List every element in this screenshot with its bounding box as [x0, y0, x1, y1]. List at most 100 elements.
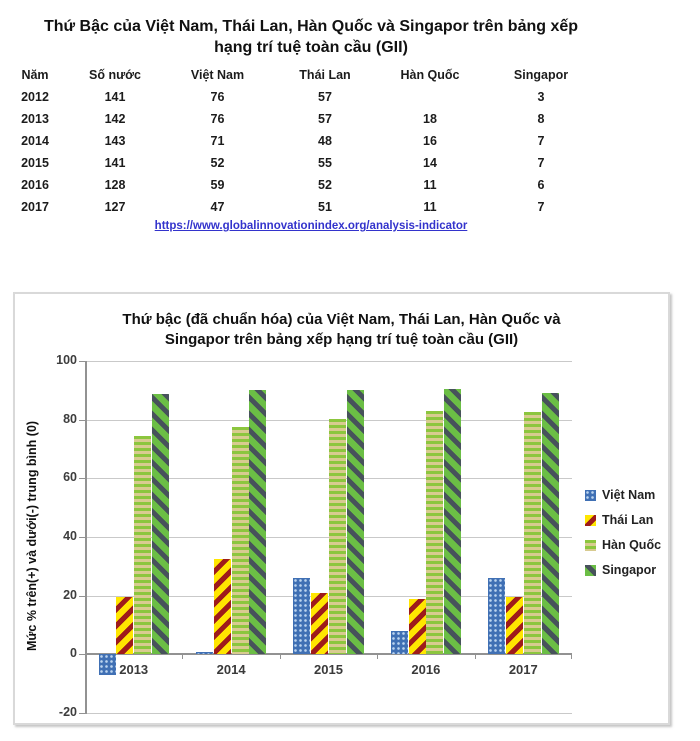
table-cell: 11 [423, 178, 437, 192]
table-cell: 47 [210, 200, 225, 214]
table-row: 2014 143 71 48 16 7 [0, 130, 622, 152]
table-cell: 2013 [21, 112, 49, 126]
x-tick-mark [571, 654, 572, 660]
gridline [85, 361, 572, 362]
table-cell: 2017 [21, 200, 49, 214]
table-header-cell: Năm [21, 68, 49, 82]
gii-table: Năm Số nước Việt Nam Thái Lan Hàn Quốc Singap… [0, 64, 622, 218]
gridline [85, 713, 572, 714]
x-tick-label: 2015 [314, 662, 343, 678]
table-cell: 7 [537, 134, 545, 148]
table-cell: 3 [537, 90, 545, 104]
table-cell: 71 [210, 134, 225, 148]
table-cell: 141 [104, 90, 126, 104]
x-tick-mark [182, 654, 184, 660]
table-row: 2015 141 52 55 14 7 [0, 152, 622, 174]
bar-singapor-2013 [151, 394, 169, 655]
bar-han-quoc-2017 [523, 411, 541, 655]
table-cell: 128 [104, 178, 126, 192]
legend-label: Singapor [602, 563, 657, 577]
document-title: Thứ Bậc của Việt Nam, Thái Lan, Hàn Quốc… [0, 16, 622, 58]
legend-label: Việt Nam [602, 488, 656, 502]
table-cell: 142 [104, 112, 126, 126]
table-cell: 16 [423, 134, 437, 148]
table-cell: 7 [537, 200, 545, 214]
y-tick-label: 60 [63, 470, 77, 485]
table-cell: 11 [423, 200, 437, 214]
document-title-line1: Thứ Bậc của Việt Nam, Thái Lan, Hàn Quốc… [43, 18, 579, 35]
y-tick-label: 100 [56, 353, 77, 367]
bar-viet-nam-2017 [488, 578, 506, 655]
table-row: 2012 141 76 57 3 [0, 86, 622, 108]
gridline [85, 478, 572, 480]
table-cell: 143 [104, 134, 126, 148]
table-row: 2017 127 47 51 11 7 [0, 196, 622, 218]
y-tick-mark [79, 419, 85, 421]
table-cell: 8 [537, 112, 545, 126]
table-header-cell: Số nước [89, 68, 141, 82]
legend-swatch-thai-lan [585, 514, 596, 526]
y-tick-mark [79, 654, 85, 656]
table-cell: 52 [318, 178, 332, 192]
x-tick-label: 2014 [216, 662, 246, 678]
legend-label: Thái Lan [602, 513, 654, 527]
legend-swatch-singapor [585, 564, 596, 576]
table-header-row: Năm Số nước Việt Nam Thái Lan Hàn Quốc Singap… [0, 64, 622, 86]
table-header-cell: Việt Nam [190, 68, 245, 82]
table-cell: 6 [537, 178, 545, 192]
y-tick-mark [79, 595, 85, 597]
y-tick-label: -20 [58, 705, 77, 719]
x-tick-mark [377, 654, 379, 660]
bar-han-quoc-2015 [328, 419, 346, 655]
bar-han-quoc-2016 [426, 411, 444, 655]
document-title-line2: hạng trí tuệ toàn cầu (GII) [214, 39, 408, 56]
table-header-cell: Hàn Quốc [400, 68, 460, 82]
bar-viet-nam-2013 [98, 654, 116, 675]
legend-swatch-viet-nam [585, 489, 596, 501]
bar-thai-lan-2013 [116, 597, 134, 655]
table-cell: 127 [104, 200, 126, 214]
y-tick-mark [79, 361, 85, 362]
bar-viet-nam-2014 [195, 652, 213, 655]
table-cell: 2012 [21, 90, 49, 104]
bar-han-quoc-2014 [231, 426, 249, 655]
bar-singapor-2015 [346, 390, 364, 655]
legend-item-viet-nam: Việt Nam [585, 486, 661, 504]
table-cell: 57 [318, 90, 332, 104]
x-tick-label: 2016 [411, 662, 441, 678]
table-cell: 57 [318, 112, 332, 126]
table-cell: 14 [423, 156, 437, 170]
y-tick-label: 40 [63, 529, 77, 543]
table-cell: 76 [210, 112, 225, 126]
gridline [85, 537, 572, 538]
table-cell: 51 [318, 200, 332, 214]
chart-panel: Thứ bậc (đã chuẩn hóa) của Việt Nam, Thá… [13, 292, 670, 725]
chart-title-line1: Thứ bậc (đã chuẩn hóa) của Việt Nam, Thá… [122, 311, 561, 328]
bar-thai-lan-2016 [408, 598, 426, 655]
source-line: https://www.globalinnovationindex.org/an… [0, 220, 622, 232]
plot-area: 100 80 60 40 20 0 -20 2013 2014 2015 2016 2017 [56, 353, 572, 719]
document-top-section: Thứ Bậc của Việt Nam, Thái Lan, Hàn Quốc… [0, 0, 622, 232]
table-cell: 48 [318, 134, 332, 148]
y-tick-mark [79, 478, 85, 480]
y-axis-line [85, 361, 87, 714]
source-link[interactable]: https://www.globalinnovationindex.org/an… [154, 220, 468, 232]
table-cell: 141 [104, 156, 126, 170]
y-tick-mark [79, 713, 85, 714]
table-cell: 76 [210, 90, 225, 104]
x-tick-mark [85, 654, 86, 660]
legend-item-singapor: Singapor [585, 561, 661, 579]
bar-han-quoc-2013 [134, 435, 152, 655]
x-axis-line [85, 653, 572, 656]
bar-thai-lan-2014 [213, 559, 231, 655]
table-row: 2016 128 59 52 11 6 [0, 174, 622, 196]
x-tick-mark [279, 654, 281, 660]
y-tick-label: 80 [63, 411, 77, 426]
table-cell: 18 [423, 112, 437, 126]
gridline [85, 595, 572, 597]
bar-thai-lan-2017 [505, 597, 523, 655]
legend-item-han-quoc: Hàn Quốc [585, 536, 661, 554]
table-cell: 2016 [21, 178, 49, 192]
y-tick-mark [79, 537, 85, 538]
chart-title: Thứ bậc (đã chuẩn hóa) của Việt Nam, Thá… [15, 310, 668, 350]
